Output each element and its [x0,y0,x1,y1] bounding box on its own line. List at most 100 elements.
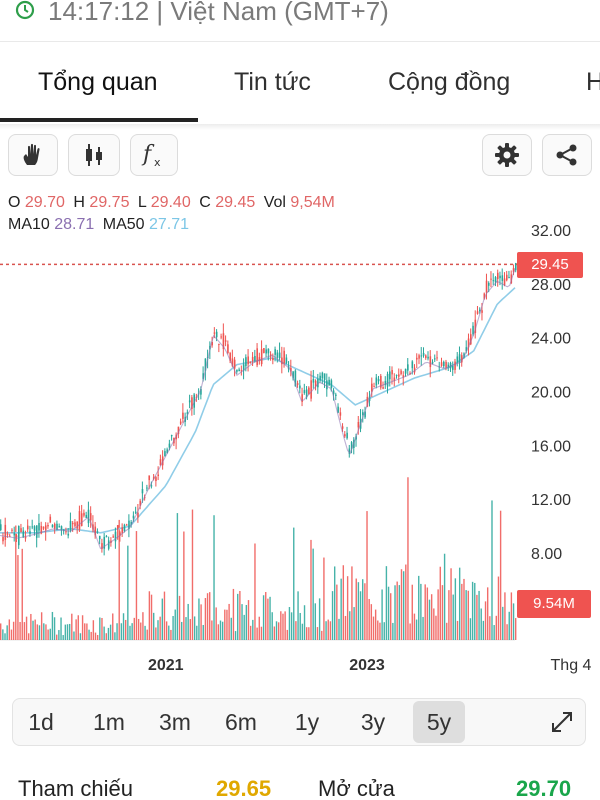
candle-body [125,524,128,526]
volume-bar [193,616,196,640]
volume-bar [159,616,161,640]
volume-bar [131,623,133,640]
volume-bar [364,583,366,640]
tab-community[interactable]: Cộng đồng [388,68,511,96]
tab-news[interactable]: Tin tức [234,68,311,96]
volume-bar [204,598,207,640]
candle-body [220,336,222,338]
range-1m-button[interactable]: 1m [93,709,125,735]
candle-body [276,352,279,358]
range-1y-button[interactable]: 1y [294,709,320,735]
volume-bar [163,591,166,640]
volume-bar [262,595,265,640]
candle-body [398,374,400,377]
hand-tool-button[interactable] [8,134,58,176]
volume-bar [368,598,370,640]
chart-type-button[interactable] [68,134,120,176]
volume-bar [504,592,506,640]
candle-body [24,536,27,539]
candle-body [429,356,432,368]
candle-body [274,349,276,355]
candle-body [404,368,407,374]
volume-bar [297,591,299,640]
range-6m-button[interactable]: 6m [225,709,257,735]
candle-body [137,512,139,518]
candle-body [344,434,346,437]
volume-bar [150,594,153,640]
candle-body [413,367,416,373]
reference-value: 29.65 [216,776,272,800]
volume-bar [471,581,474,640]
volume-bar [6,625,8,640]
volume-bar [400,569,403,640]
volume-bar [73,631,75,640]
volume-bar [495,615,498,640]
range-selector: 1d 1m 3m 6m 1y 3y 5y [12,698,586,746]
volume-bar [142,612,144,640]
volume-bar [127,545,129,640]
candle-body [512,268,515,273]
candle-body [402,375,405,378]
candle-body [17,525,20,546]
range-5y-button[interactable]: 5y [413,701,465,743]
volume-bar [176,513,179,640]
volume-bar [148,591,151,640]
volume-bar [308,627,310,640]
volume-bar [413,613,416,640]
volume-bar [38,625,41,640]
candle-body [231,358,234,366]
volume-bar [458,567,461,640]
candle-body [312,378,315,383]
function-icon: f x [141,142,161,169]
indicators-button[interactable]: f x [130,134,178,176]
ma10-value: 28.71 [54,216,95,233]
candle-body [420,355,423,357]
tab-more[interactable]: H [586,68,600,96]
volume-bar [286,629,288,640]
y-tick-label: 24.00 [531,331,571,348]
open-price-label: Mở cửa [318,776,395,800]
y-tick-label: 8.00 [531,546,562,563]
volume-bar [448,590,450,640]
volume-bar [144,625,146,640]
volume-bar [508,611,510,640]
volume-bar [209,592,211,640]
volume-bar [68,623,71,640]
volume-bar [241,604,243,640]
candle-body [15,535,18,537]
candle-body [58,526,61,528]
volume-bar [118,519,120,640]
x-tick-label: 2021 [148,657,184,674]
candle-body [272,358,274,361]
volume-bar [303,605,306,640]
volume-bar [446,622,448,640]
share-button[interactable] [542,134,592,176]
volume-bar [265,592,267,640]
candle-body [227,344,229,353]
candle-body [114,531,117,542]
volume-bar [77,615,79,640]
range-3y-button[interactable]: 3y [360,709,386,735]
candle-body [281,357,283,365]
tab-overview[interactable]: Tổng quan [38,68,158,96]
candle-body [128,520,130,529]
candle-body [215,331,218,338]
candlestick-icon [86,144,102,166]
range-3m-button[interactable]: 3m [159,709,191,735]
expand-icon[interactable] [549,709,575,735]
candle-body [431,361,434,364]
low-label: L [137,194,147,211]
volume-bar [267,598,269,640]
range-1d-button[interactable]: 1d [28,709,54,735]
candle-body [382,387,384,389]
settings-button[interactable] [482,134,532,176]
volume-bar [88,629,90,640]
price-chart[interactable]: 32.00 28.00 24.00 20.00 16.00 12.00 8.00 2021 20… [0,215,600,680]
candle-body [364,411,366,418]
candle-body [74,522,76,527]
volume-bar [232,588,235,640]
volume-bar [454,578,457,640]
candle-body [83,512,85,516]
volume-bar [392,622,394,640]
volume-bar [269,596,271,640]
